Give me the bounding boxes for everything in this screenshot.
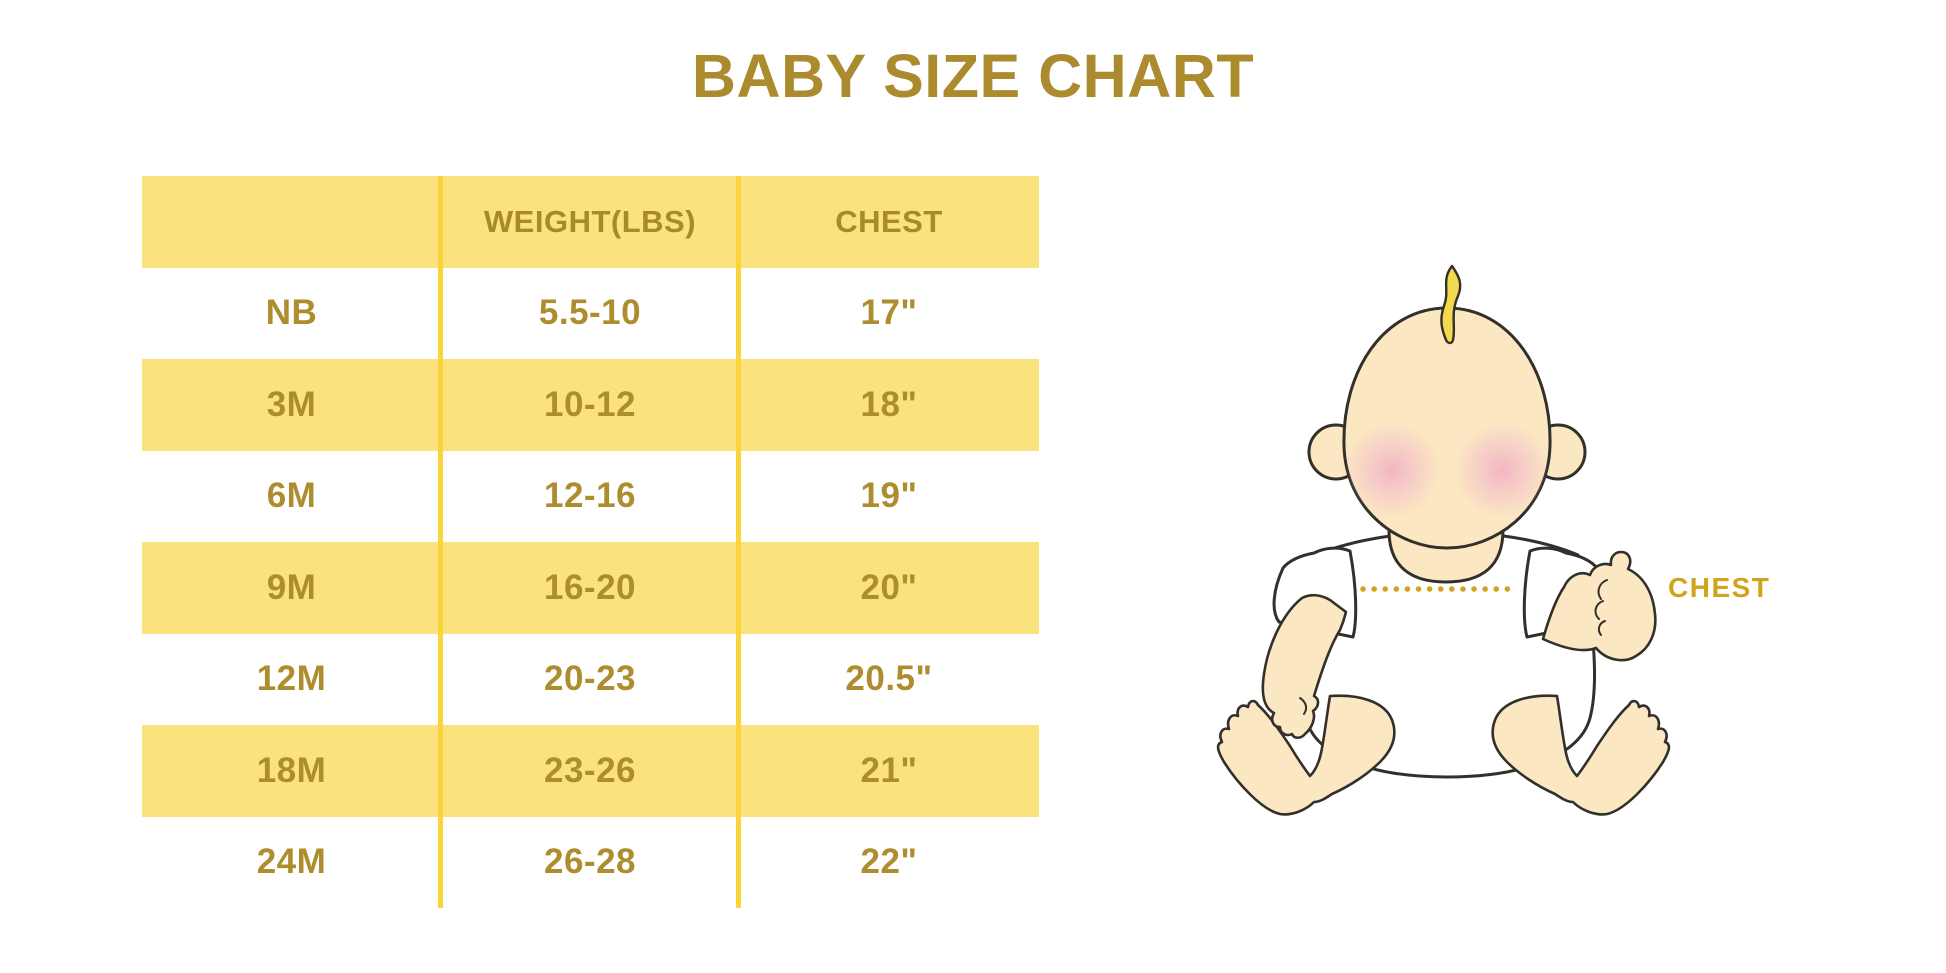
chest-cell: 21" (860, 750, 918, 790)
weight-cell: 10-12 (543, 384, 637, 424)
chest-cell: 19" (860, 476, 918, 516)
baby-cheeks (1344, 422, 1550, 518)
baby-illustration-svg (1216, 264, 1671, 816)
table-row: NB 5.5-10 17" (142, 268, 1039, 360)
chest-label: CHEST (1668, 572, 1771, 603)
table-row: 9M 16-20 20" (142, 542, 1039, 634)
table-row: 3M 10-12 18" (142, 359, 1039, 451)
table-row: 6M 12-16 19" (142, 451, 1039, 543)
chest-cell: 20.5" (845, 659, 933, 699)
chest-cell: 20" (860, 567, 918, 607)
table-row: 12M 20-23 20.5" (142, 634, 1039, 726)
table-row: 18M 23-26 21" (142, 725, 1039, 817)
page-title: BABY SIZE CHART (691, 42, 1255, 110)
weight-cell: 20-23 (543, 659, 637, 699)
weight-cell: 5.5-10 (538, 293, 642, 333)
baby-illustration (1180, 250, 1700, 830)
weight-cell: 12-16 (543, 476, 637, 516)
weight-cell: 26-28 (543, 842, 637, 882)
weight-cell: 23-26 (543, 750, 637, 790)
baby-hair-curl-icon (1440, 264, 1462, 345)
size-cell: 9M (266, 567, 317, 607)
weight-column-header: WEIGHT(LBS) (483, 203, 697, 239)
baby-right-fist (1541, 550, 1657, 662)
table-header-row: WEIGHT(LBS) CHEST (142, 176, 1039, 268)
chest-column-header: CHEST (835, 203, 943, 239)
baby-left-arm (1261, 593, 1348, 740)
size-table: WEIGHT(LBS) CHEST NB 5.5-10 17" 3M 10-12… (142, 176, 1039, 908)
chest-cell: 22" (860, 842, 918, 882)
chest-cell: 18" (860, 384, 918, 424)
size-cell: NB (265, 293, 318, 333)
size-cell: 18M (256, 750, 327, 790)
table-row: 24M 26-28 22" (142, 817, 1039, 909)
column-divider (438, 176, 443, 908)
size-cell: 12M (256, 659, 327, 699)
chest-cell: 17" (860, 293, 918, 333)
column-divider (736, 176, 741, 908)
weight-cell: 16-20 (543, 567, 637, 607)
size-cell: 3M (266, 384, 317, 424)
size-cell: 24M (256, 842, 327, 882)
size-cell: 6M (266, 476, 317, 516)
